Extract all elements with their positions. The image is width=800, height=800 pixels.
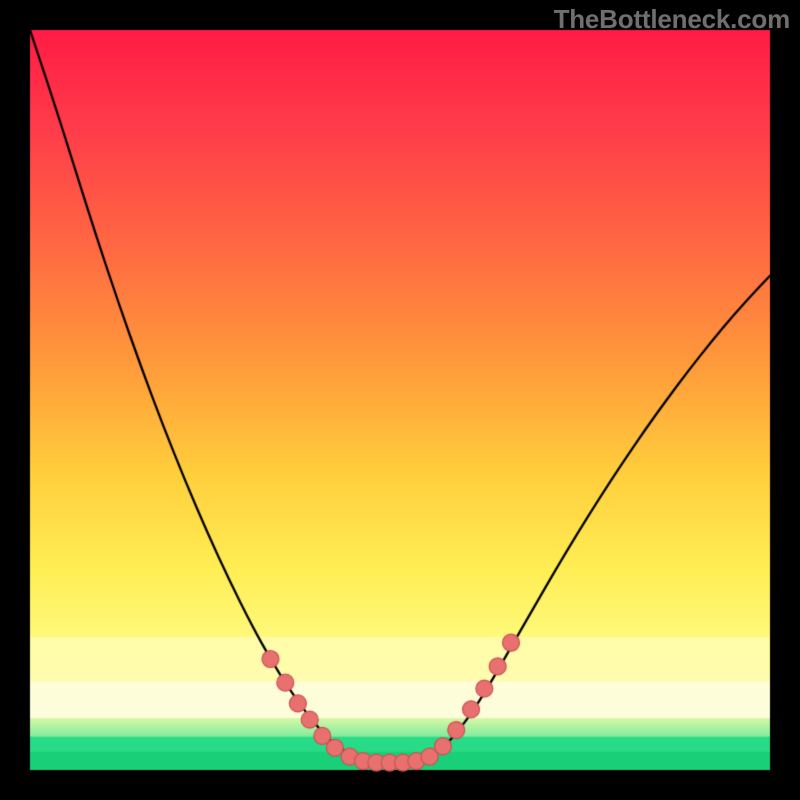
bottleneck-curve-chart: [0, 0, 800, 800]
watermark-label: TheBottleneck.com: [554, 4, 790, 35]
chart-stage: TheBottleneck.com: [0, 0, 800, 800]
